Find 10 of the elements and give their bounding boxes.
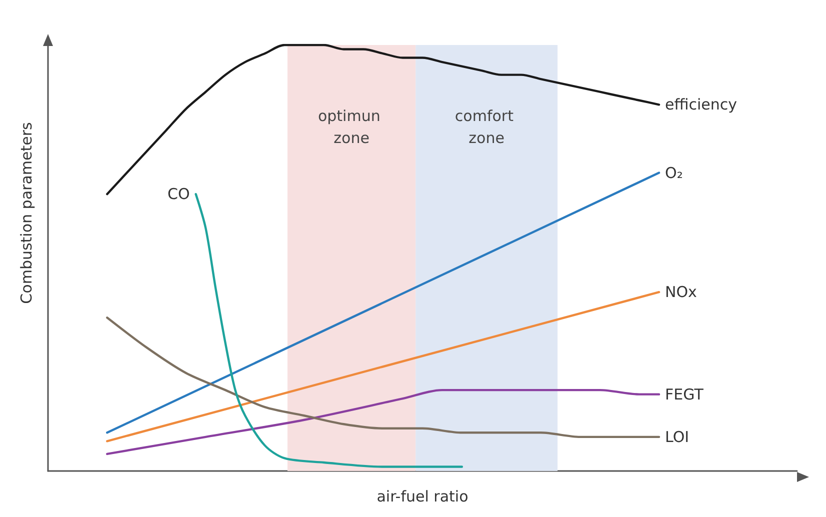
series-label: efficiency	[665, 96, 738, 114]
x-axis-title: air-fuel ratio	[376, 488, 468, 506]
series-label: NOx	[665, 283, 698, 302]
annotation: comfort zone	[454, 107, 518, 147]
series-label: LOI	[665, 428, 690, 446]
series-label: FEGT	[665, 385, 704, 404]
annotation: optimun zone	[318, 107, 386, 147]
series-label: O₂	[665, 164, 683, 182]
series-label: CO	[168, 185, 190, 204]
y-axis-title: Combustion parameters	[18, 122, 36, 304]
